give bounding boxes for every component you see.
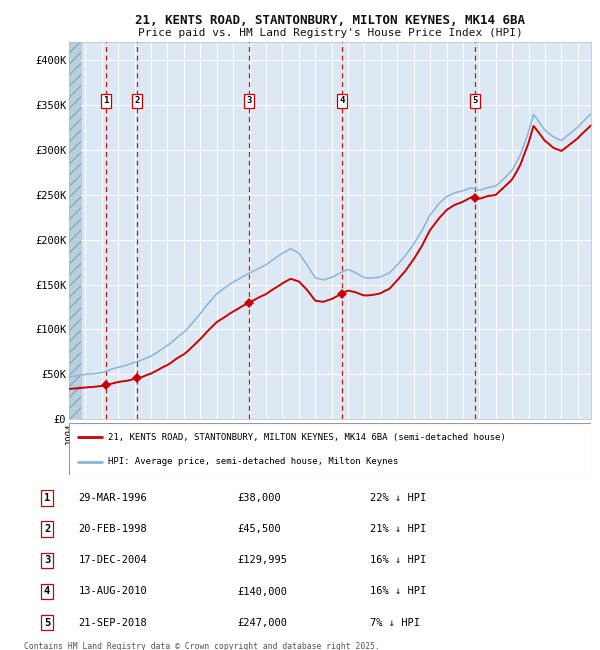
Text: £38,000: £38,000 [237, 493, 281, 503]
Text: 29-MAR-1996: 29-MAR-1996 [79, 493, 148, 503]
Text: 16% ↓ HPI: 16% ↓ HPI [370, 555, 426, 566]
Bar [69, 42, 82, 419]
Text: 16% ↓ HPI: 16% ↓ HPI [370, 586, 426, 597]
Text: 3: 3 [246, 96, 251, 105]
Text: 2: 2 [134, 96, 140, 105]
Text: 13-AUG-2010: 13-AUG-2010 [79, 586, 148, 597]
Text: 21-SEP-2018: 21-SEP-2018 [79, 618, 148, 628]
Text: £140,000: £140,000 [237, 586, 287, 597]
Text: 1: 1 [103, 96, 109, 105]
FancyBboxPatch shape [69, 422, 591, 474]
Text: 3: 3 [44, 555, 50, 566]
Text: 4: 4 [44, 586, 50, 597]
Text: 21% ↓ HPI: 21% ↓ HPI [370, 524, 426, 534]
Text: 5: 5 [472, 96, 478, 105]
Text: HPI: Average price, semi-detached house, Milton Keynes: HPI: Average price, semi-detached house,… [108, 457, 398, 466]
Text: £45,500: £45,500 [237, 524, 281, 534]
Text: 7% ↓ HPI: 7% ↓ HPI [370, 618, 419, 628]
Text: 22% ↓ HPI: 22% ↓ HPI [370, 493, 426, 503]
Text: 21, KENTS ROAD, STANTONBURY, MILTON KEYNES, MK14 6BA (semi-detached house): 21, KENTS ROAD, STANTONBURY, MILTON KEYN… [108, 432, 506, 441]
Text: 5: 5 [44, 618, 50, 628]
Text: 20-FEB-1998: 20-FEB-1998 [79, 524, 148, 534]
Text: Contains HM Land Registry data © Crown copyright and database right 2025.: Contains HM Land Registry data © Crown c… [24, 642, 380, 650]
Text: £129,995: £129,995 [237, 555, 287, 566]
Text: 2: 2 [44, 524, 50, 534]
Text: £247,000: £247,000 [237, 618, 287, 628]
Text: 21, KENTS ROAD, STANTONBURY, MILTON KEYNES, MK14 6BA: 21, KENTS ROAD, STANTONBURY, MILTON KEYN… [135, 14, 525, 27]
Bar [69, 42, 82, 419]
Text: Price paid vs. HM Land Registry's House Price Index (HPI): Price paid vs. HM Land Registry's House … [137, 28, 523, 38]
Text: 1: 1 [44, 493, 50, 503]
Text: 17-DEC-2004: 17-DEC-2004 [79, 555, 148, 566]
Text: 4: 4 [339, 96, 344, 105]
